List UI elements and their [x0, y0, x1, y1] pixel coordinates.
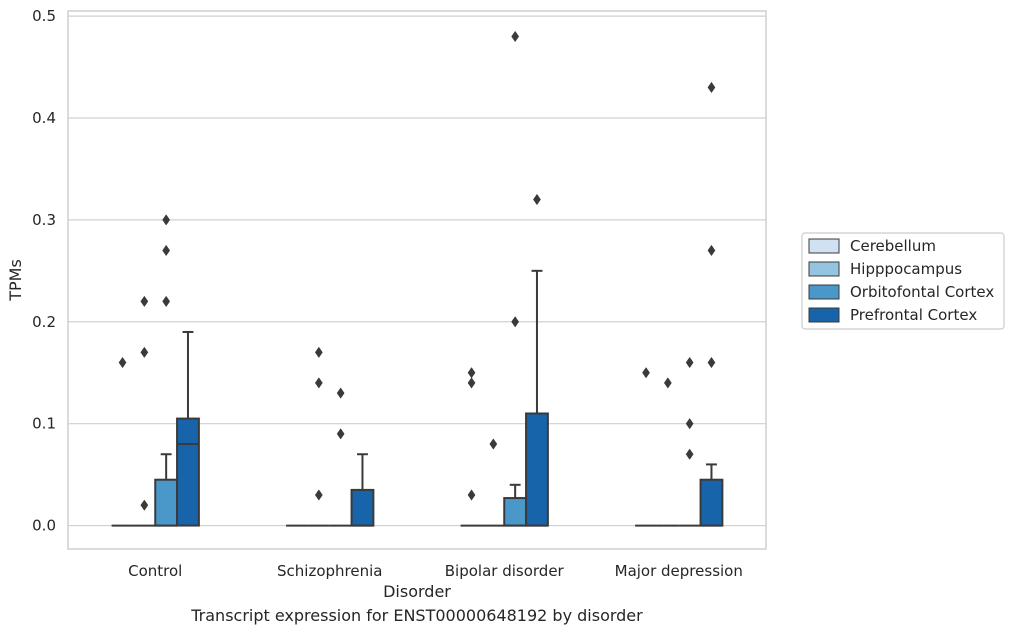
outlier-point: [642, 367, 650, 379]
outlier-point: [511, 316, 520, 328]
outlier-point: [162, 244, 171, 257]
box-cerebellum: [460, 367, 483, 527]
outlier-point: [162, 214, 171, 226]
box-body: [350, 488, 375, 527]
outlier-point: [489, 438, 498, 450]
legend: Cerebellum Hipppocampus Orbitofontal Corte…: [801, 232, 1005, 330]
outlier-point: [511, 30, 520, 43]
box-body: [525, 412, 549, 527]
box-body: [503, 497, 528, 527]
boxes: [111, 30, 724, 527]
outlier-point: [336, 428, 345, 440]
box-prefrontal-cortex: [525, 193, 549, 527]
legend-label: Hipppocampus: [850, 260, 962, 278]
y-tick-label: 0.2: [32, 313, 56, 331]
box-orbitofontal-cortex: [329, 387, 352, 527]
gridlines: [68, 15, 766, 527]
y-tick-label: 0.0: [32, 517, 56, 535]
box-body: [154, 478, 179, 527]
outlier-point: [707, 356, 716, 369]
y-tick-label: 0.3: [32, 211, 56, 229]
outlier-point: [663, 377, 672, 389]
x-tick-label: Bipolar disorder: [445, 562, 565, 580]
outlier-point: [467, 377, 476, 389]
outlier-point: [140, 346, 149, 358]
y-tick-label: 0.5: [32, 7, 56, 25]
outlier-point: [140, 499, 149, 511]
box-orbitofontal-cortex: [678, 356, 701, 527]
box-cerebellum: [111, 356, 134, 527]
outlier-point: [140, 295, 149, 308]
legend-swatch: [808, 238, 840, 254]
x-axis-ticks: Control Schizophrenia Bipolar disorder Majo…: [128, 562, 743, 580]
outlier-point: [314, 346, 323, 358]
plot-area-frame: [67, 10, 767, 550]
outlier-point: [336, 387, 345, 399]
legend-label: Orbitofontal Cortex: [850, 283, 994, 301]
y-axis-ticks: 0.0 0.1 0.2 0.3 0.4 0.5: [32, 7, 56, 534]
outlier-point: [467, 489, 476, 501]
outlier-point: [314, 489, 323, 501]
box-hipppocampus: [133, 295, 156, 527]
box-prefrontal-cortex: [699, 81, 724, 527]
box-hipppocampus: [482, 438, 505, 527]
box-orbitofontal-cortex: [503, 30, 528, 527]
legend-label: Prefrontal Cortex: [850, 306, 977, 324]
outlier-point: [118, 356, 127, 369]
y-tick-label: 0.4: [32, 109, 56, 127]
y-tick-label: 0.1: [32, 415, 56, 433]
outlier-point: [314, 377, 323, 389]
x-axis-label: Disorder: [383, 582, 451, 601]
x-tick-label: Schizophrenia: [277, 562, 382, 580]
x-tick-label: Major depression: [615, 562, 743, 580]
outlier-point: [685, 448, 694, 460]
outlier-point: [685, 356, 694, 369]
legend-swatch: [808, 261, 840, 277]
box-hipppocampus: [307, 346, 330, 527]
box-hipppocampus: [656, 377, 679, 527]
box-prefrontal-cortex: [350, 453, 375, 527]
box-orbitofontal-cortex: [154, 214, 179, 527]
box-prefrontal-cortex: [176, 330, 200, 527]
outlier-point: [467, 367, 476, 379]
outlier-point: [707, 244, 716, 257]
y-axis-label: TPMs: [6, 259, 25, 302]
legend-frame: [801, 232, 1005, 330]
outlier-point: [707, 81, 716, 94]
legend-label: Cerebellum: [850, 237, 936, 255]
box-cerebellum: [635, 367, 657, 527]
outlier-point: [685, 418, 694, 430]
legend-swatch: [808, 284, 840, 300]
outlier-point: [162, 295, 171, 308]
figure-caption: Transcript expression for ENST0000064819…: [191, 606, 643, 625]
legend-swatch: [808, 307, 840, 323]
outlier-point: [533, 193, 541, 206]
box-body: [699, 478, 724, 527]
box-body: [176, 417, 200, 527]
x-tick-label: Control: [128, 562, 182, 580]
